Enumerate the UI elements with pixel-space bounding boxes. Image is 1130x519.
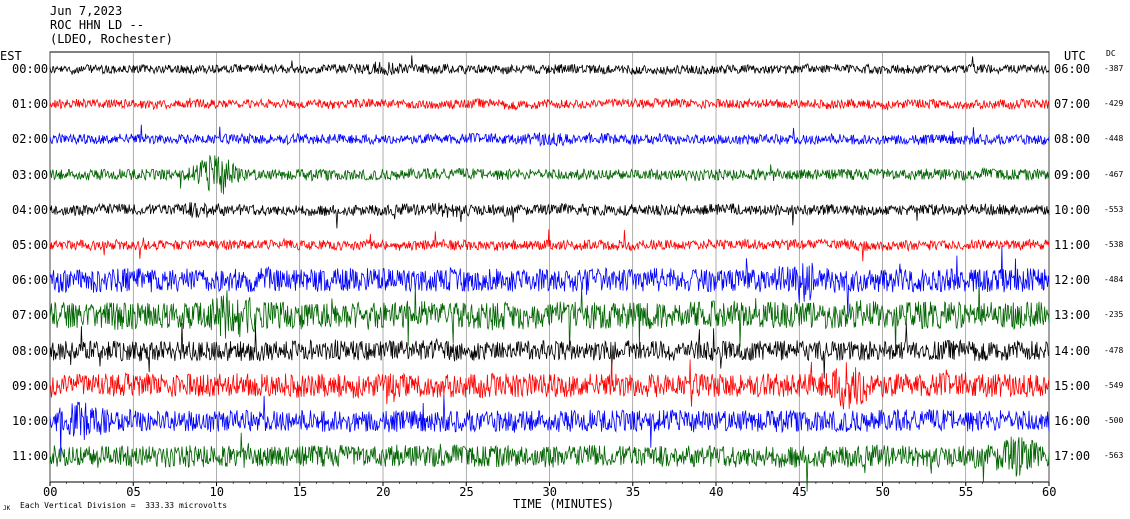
dc-offset-label: -448 xyxy=(1104,134,1124,144)
trace-line xyxy=(49,245,1050,318)
est-hour-label: 01:00 xyxy=(12,97,49,112)
est-axis-title: EST xyxy=(0,49,22,63)
x-tick-label: 20 xyxy=(376,485,391,499)
est-hour-label: 09:00 xyxy=(12,378,49,393)
est-hour-label: 02:00 xyxy=(12,132,49,147)
x-axis-label: TIME (MINUTES) xyxy=(513,497,615,511)
dc-offset-label: -429 xyxy=(1104,99,1124,109)
trace-line xyxy=(49,97,1050,112)
trace-line xyxy=(49,155,1050,195)
dc-offset-label: -563 xyxy=(1104,451,1124,461)
footer-mark: JK xyxy=(3,505,11,512)
x-tick-label: 00 xyxy=(43,485,58,499)
footer-note: Each Vertical Division = 333.33 microvol… xyxy=(20,501,228,510)
utc-axis-title: UTC xyxy=(1064,49,1086,63)
utc-hour-label: 06:00 xyxy=(1054,62,1091,76)
station-label: ROC HHN LD -- xyxy=(50,18,144,32)
est-hour-label: 06:00 xyxy=(12,273,49,288)
x-tick-label: 25 xyxy=(459,485,474,499)
dc-offset-label: -500 xyxy=(1104,416,1124,425)
x-tick-label: 35 xyxy=(625,485,641,499)
utc-hour-label: 17:00 xyxy=(1054,449,1091,464)
x-tick-label: 60 xyxy=(1042,485,1057,499)
est-hour-label: 11:00 xyxy=(12,449,49,464)
trace-line xyxy=(49,55,1050,77)
est-hour-label: 00:00 xyxy=(12,62,49,76)
x-tick-label: 55 xyxy=(958,485,974,499)
est-hour-label: 10:00 xyxy=(12,414,49,428)
utc-hour-label: 16:00 xyxy=(1054,414,1091,428)
dc-offset-label: -235 xyxy=(1104,310,1124,320)
x-tick-label: 15 xyxy=(292,485,308,499)
dc-offset-label: -549 xyxy=(1104,380,1124,390)
dc-offset-label: -484 xyxy=(1104,275,1124,285)
est-hour-label: 07:00 xyxy=(12,308,49,323)
x-tick-label: 45 xyxy=(792,485,807,499)
utc-hour-label: 14:00 xyxy=(1054,343,1091,358)
utc-hour-label: 07:00 xyxy=(1054,97,1091,112)
x-tick-label: 30 xyxy=(542,485,557,499)
trace-line xyxy=(49,124,1050,148)
utc-hour-label: 15:00 xyxy=(1054,378,1091,393)
trace-line xyxy=(49,432,1050,492)
x-tick-label: 50 xyxy=(875,485,890,499)
est-hour-label: 03:00 xyxy=(12,167,49,182)
utc-hour-label: 08:00 xyxy=(1054,132,1091,147)
utc-hour-label: 12:00 xyxy=(1054,273,1091,288)
trace-line xyxy=(49,229,1050,262)
dc-offset-label: -553 xyxy=(1104,204,1124,214)
network-label: (LDEO, Rochester) xyxy=(50,32,173,46)
trace-line xyxy=(49,394,1050,458)
x-tick-label: 05 xyxy=(126,485,141,499)
est-hour-label: 04:00 xyxy=(12,202,49,217)
utc-hour-label: 09:00 xyxy=(1054,167,1091,182)
dc-offset-label: -467 xyxy=(1104,169,1124,179)
x-tick-label: 10 xyxy=(209,485,224,499)
est-hour-label: 05:00 xyxy=(12,238,49,252)
dc-offset-label: -538 xyxy=(1104,240,1124,249)
trace-line xyxy=(49,277,1050,357)
trace-line xyxy=(49,202,1050,229)
dc-column-title: DC xyxy=(1106,49,1116,58)
est-hour-label: 08:00 xyxy=(12,343,49,358)
dc-offset-label: -478 xyxy=(1104,345,1124,355)
dc-offset-label: -387 xyxy=(1104,64,1124,73)
utc-hour-label: 13:00 xyxy=(1054,308,1091,323)
trace-line xyxy=(49,354,1050,410)
trace-line xyxy=(49,322,1050,379)
utc-hour-label: 11:00 xyxy=(1054,238,1091,252)
date-label: Jun 7,2023 xyxy=(50,4,123,18)
utc-hour-label: 10:00 xyxy=(1054,202,1091,217)
x-tick-label: 40 xyxy=(709,485,724,499)
